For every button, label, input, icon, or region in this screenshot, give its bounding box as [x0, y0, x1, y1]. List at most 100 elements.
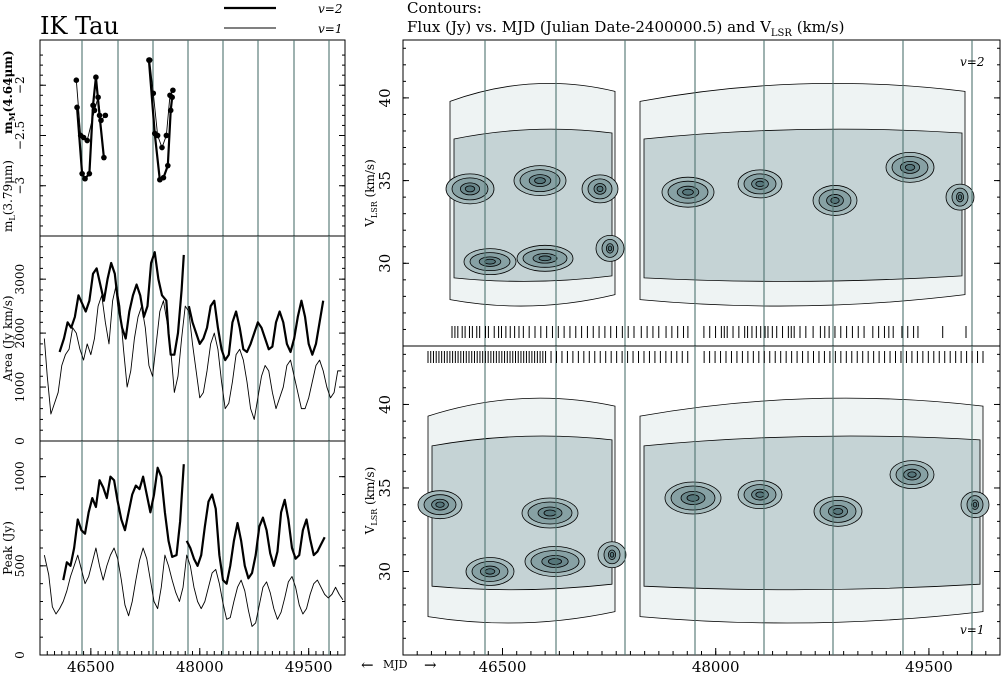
- ir-point: [101, 154, 107, 161]
- v2-contour-panel-ytick-label: 30: [376, 254, 394, 273]
- ir-point: [93, 74, 99, 80]
- ir-point: [82, 175, 88, 182]
- peak-panel: 0 500 1000 Peak (Jy): [1, 440, 346, 659]
- ir-point: [84, 137, 91, 144]
- peak-panel-ylabel: Peak (Jy): [1, 521, 15, 575]
- v2-contour-panel-contour: [755, 180, 765, 188]
- ir-point: [146, 57, 152, 63]
- v1-contour-panel-contour: [543, 509, 557, 517]
- v2-contour-panel-ylabel: VLSR (km/s): [363, 159, 379, 228]
- ir-point: [79, 170, 85, 177]
- v1-contour-panel-ytick-label: 40: [376, 395, 394, 414]
- contours-title-line2: Flux (Jy) vs. MJD (Julian Date-2400000.5…: [407, 18, 844, 39]
- peak-panel-ytick-label: 500: [13, 554, 27, 577]
- ir-ylabel-mL: mL(3.79μm): [1, 160, 17, 232]
- contours-title-unit: (km/s): [792, 18, 845, 36]
- ir-point: [73, 77, 80, 84]
- ir-point: [163, 132, 170, 139]
- ir-point: [151, 130, 158, 137]
- v1-contour-panel-contour: [755, 491, 765, 498]
- star-name: IK Tau: [40, 12, 119, 40]
- contours-title-main: Flux (Jy) vs. MJD (Julian Date-2400000.5…: [407, 18, 772, 36]
- v2-contour-panel-contour: [484, 258, 496, 265]
- v2-contour-panel-ylabel-unit: (km/s): [363, 159, 377, 201]
- v1-contour-panel-contour: [686, 494, 700, 502]
- area-panel-ytick-label: 1000: [13, 372, 27, 403]
- v1-contour-panel-contour: [907, 471, 917, 478]
- v2-contour-panel-ylabel-v: V: [363, 218, 377, 228]
- peak-panel-series-line: [185, 493, 326, 585]
- v1-contour-panel-contour: [972, 501, 978, 508]
- peak-panel-ytick-label: 1000: [13, 461, 27, 492]
- ir-series-line: [147, 60, 174, 181]
- v1-contour-panel: 30 35 40 VLSR (km/s) v=1: [363, 345, 1001, 656]
- ir-ytick-label: −3: [13, 177, 27, 195]
- area-panel-series-line: [58, 251, 185, 356]
- ir-ylabel-mL-rest: (3.79μm): [1, 160, 15, 215]
- v2-contour-panel-contour: [538, 255, 552, 262]
- ir-ylabel-mM-rest: (4.64μm): [1, 50, 15, 112]
- mjd-arrow-left: ←: [361, 656, 374, 674]
- left-xtick-label: 49500: [285, 658, 333, 674]
- v2-contour-panel-ytick-label: 40: [376, 88, 394, 107]
- area-panel-ytick-label: 3000: [13, 264, 27, 295]
- right-xtick-label: 49500: [905, 658, 953, 674]
- v2-contour-panel-contour: [607, 245, 613, 252]
- peak-panel-series-line: [62, 464, 185, 581]
- right-xtick-label: 46500: [479, 658, 527, 674]
- v1-contour-panel-label: v=1: [960, 623, 984, 637]
- ir-ylabel-mL-sub: L: [8, 215, 17, 221]
- ir-point: [159, 144, 165, 151]
- v1-contour-panel-contour: [548, 558, 563, 565]
- contours-title-sub: LSR: [771, 28, 792, 39]
- ir-ytick-label: −2.5: [13, 121, 27, 150]
- area-panel-frame: [39, 235, 346, 442]
- v2-contour-panel-contour: [596, 185, 604, 192]
- peak-panel-series-line: [43, 547, 344, 627]
- v2-contour-panel-label: v=2: [960, 55, 984, 69]
- ir-point: [86, 170, 93, 177]
- ir-point: [165, 162, 171, 169]
- v2-contour-panel-contour: [464, 185, 476, 193]
- ir-point: [170, 87, 176, 94]
- v2-contour-panel-contour: [534, 177, 546, 184]
- area-panel-series-line: [43, 284, 342, 420]
- ir-point: [160, 174, 167, 181]
- v1-contour-panel-ylabel-sub: LSR: [370, 508, 379, 526]
- v2-contour-panel-ytick-label: 35: [376, 171, 394, 190]
- ir-ylabel-mM: mM(4.64μm): [1, 50, 17, 134]
- v2-contour-panel-contour: [830, 197, 840, 204]
- area-panel-series-line: [187, 299, 325, 362]
- v1-contour-panel-contour: [435, 501, 445, 508]
- v1-contour-panel-ytick-label: 30: [376, 562, 394, 581]
- v1-contour-panel-ylabel-unit: (km/s): [363, 467, 377, 509]
- ir-ylabel-mM-m: m: [1, 121, 15, 134]
- ir-ytick-label: −2: [13, 76, 27, 94]
- ir-panel: −3−2.5−2mL(3.79μm)mM(4.64μm): [1, 39, 346, 237]
- ir-point: [96, 112, 103, 119]
- v2-contour-panel-contour: [904, 163, 916, 171]
- v1-contour-panel-contour: [609, 551, 615, 558]
- v2-contour-panel-band: [643, 128, 963, 282]
- v1-contour-panel-ylabel: VLSR (km/s): [363, 467, 379, 536]
- left-panels: −3−2.5−2mL(3.79μm)mM(4.64μm)010002000300…: [1, 39, 346, 674]
- v1-contour-panel-ylabel-v: V: [363, 525, 377, 535]
- ir-ylabel-mL-m: m: [1, 220, 15, 232]
- v2-contour-panel-contour: [957, 194, 963, 200]
- left-xtick-label: 48000: [176, 658, 224, 674]
- peak-panel-ytick-label: 0: [13, 651, 27, 659]
- mjd-label: MJD: [383, 658, 408, 671]
- v1-contour-panel-ytick-label: 35: [376, 478, 394, 497]
- area-panel-ytick-label: 2000: [13, 318, 27, 349]
- ir-point: [90, 102, 96, 109]
- contours-title-line1: Contours:: [407, 0, 482, 17]
- ir-point: [167, 107, 174, 114]
- legend-v1-label: v=1: [318, 22, 342, 36]
- area-panel-ylabel: Area (Jy km/s): [1, 295, 15, 382]
- v2-contour-panel: 30 35 40 VLSR (km/s) v=2: [363, 39, 1001, 347]
- v2-contour-panel-ylabel-sub: LSR: [370, 200, 379, 218]
- mjd-arrow-right: →: [424, 656, 437, 674]
- ir-ylabel-mM-sub: M: [7, 112, 17, 121]
